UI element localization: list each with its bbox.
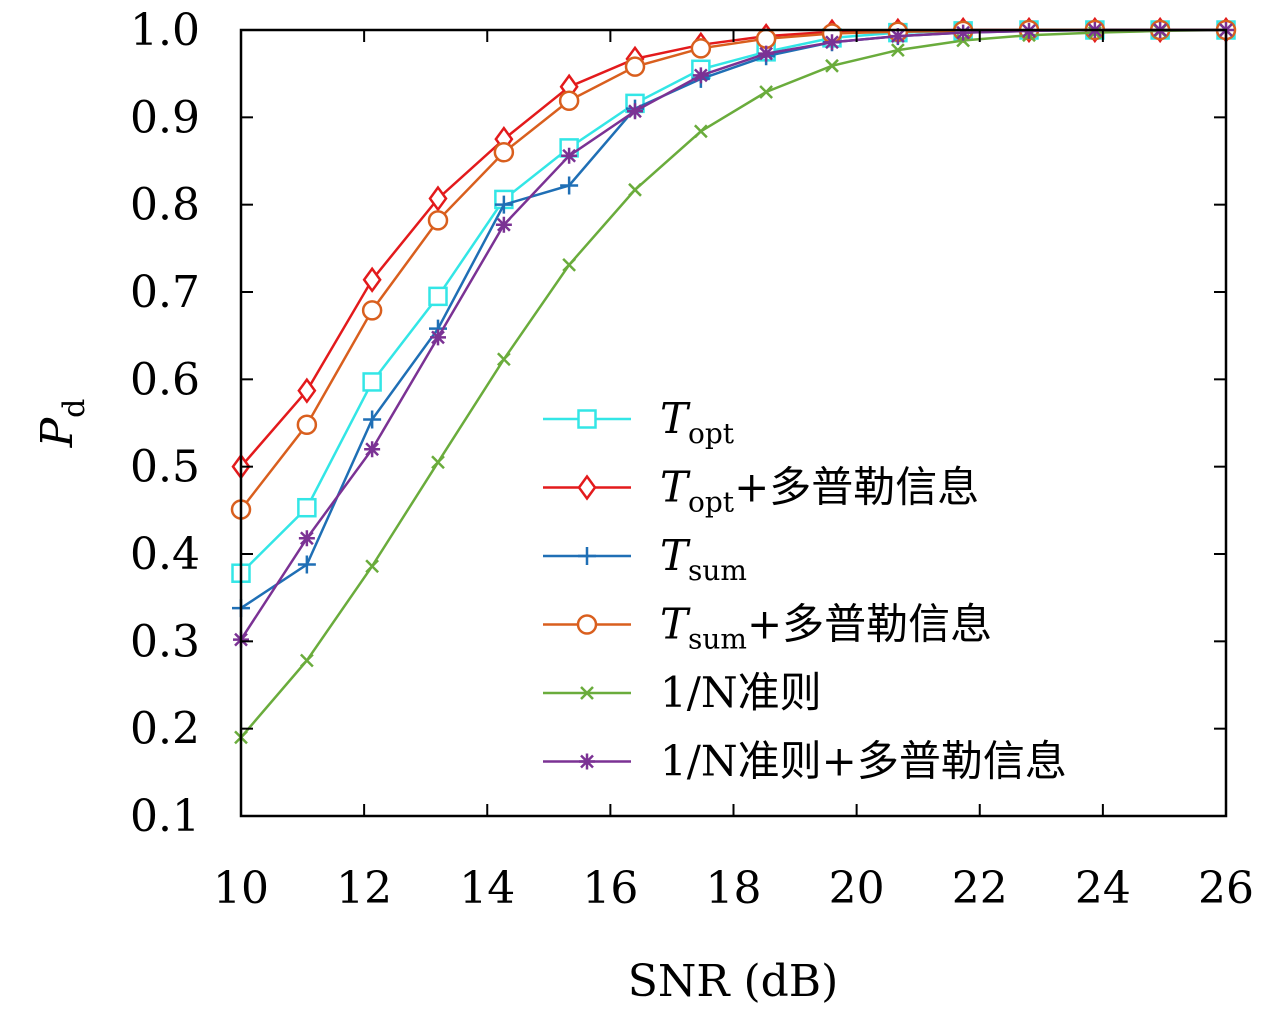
legend-label-main: T <box>660 531 691 580</box>
series-line <box>240 28 1226 468</box>
y-tick-label: 0.1 <box>130 791 200 842</box>
y-axis-title-main: P <box>32 416 83 448</box>
circle-marker <box>624 56 646 77</box>
y-axis-title: Pd <box>32 399 92 449</box>
legend-label-main: T <box>660 463 691 512</box>
diamond-marker <box>428 185 448 212</box>
circle-marker <box>427 210 449 231</box>
circle-marker <box>361 300 383 321</box>
series-line <box>240 28 1227 739</box>
asterisk-marker <box>298 530 315 547</box>
x-tick-label: 10 <box>213 863 269 914</box>
legend-label: 1/N准则 <box>660 668 822 717</box>
series-line <box>239 28 1226 641</box>
legend: ToptTopt+多普勒信息TsumTsum+多普勒信息1/N准则1/N准则+多… <box>543 394 1067 786</box>
legend-label: 1/N准则+多普勒信息 <box>660 737 1067 786</box>
y-tick-label: 0.7 <box>130 267 200 318</box>
diamond-marker <box>577 474 597 501</box>
y-tick-label: 0.5 <box>130 442 200 493</box>
y-tick-label: 0.2 <box>130 704 200 755</box>
legend-label: Topt+多普勒信息 <box>660 463 979 519</box>
legend-entry-4: 1/N准则 <box>543 668 822 717</box>
legend-label-main: T <box>660 600 691 649</box>
asterisk-marker <box>627 103 643 120</box>
square-marker <box>577 409 597 429</box>
x-marker <box>825 58 839 73</box>
plus-marker <box>494 195 513 214</box>
asterisk-marker <box>364 441 381 458</box>
asterisk-marker <box>824 34 840 51</box>
x-marker <box>890 43 905 57</box>
x-tick-label: 26 <box>1198 863 1254 914</box>
plus-marker <box>363 410 382 429</box>
x-marker <box>496 352 511 367</box>
legend-label-suffix: +多普勒信息 <box>734 463 979 512</box>
circle-marker <box>576 614 598 635</box>
plus-marker <box>578 547 596 565</box>
legend-label-sub: sum <box>688 623 747 656</box>
x-tick-label: 12 <box>336 863 392 914</box>
circle-marker <box>493 142 515 163</box>
circle-marker <box>690 38 712 59</box>
diamond-marker <box>297 377 317 404</box>
x-tick-label: 18 <box>706 863 762 914</box>
x-marker <box>562 258 577 272</box>
asterisk-marker <box>495 216 512 233</box>
legend-label-main: T <box>660 394 691 443</box>
asterisk-marker <box>579 753 595 770</box>
legend-entry-0: Topt <box>543 394 735 450</box>
series-1 <box>231 16 1236 480</box>
asterisk-marker <box>692 67 709 84</box>
x-tick-label: 14 <box>459 863 515 914</box>
square-marker <box>297 497 317 518</box>
x-tick-label: 22 <box>952 863 1008 914</box>
legend-label-sub: sum <box>688 554 747 587</box>
y-tick-label: 0.3 <box>130 616 200 667</box>
x-marker <box>431 455 445 470</box>
circle-marker <box>755 28 777 49</box>
square-marker <box>428 286 448 307</box>
asterisk-marker <box>955 24 972 41</box>
x-axis-title: SNR (dB) <box>628 956 839 1007</box>
legend-entry-2: Tsum <box>543 531 747 587</box>
legend-entry-1: Topt+多普勒信息 <box>543 463 979 519</box>
square-marker <box>362 372 382 392</box>
x-marker <box>365 559 380 574</box>
diamond-marker <box>362 266 382 293</box>
legend-label: Tsum+多普勒信息 <box>660 600 992 656</box>
y-tick-label: 1.0 <box>130 5 200 56</box>
legend-label-sub: opt <box>688 417 735 450</box>
asterisk-marker <box>430 329 446 346</box>
x-tick-label: 16 <box>582 863 638 914</box>
asterisk-marker <box>561 147 578 164</box>
y-tick-label: 0.4 <box>130 529 200 580</box>
axes: 10 12 14 16 18 20 22 24 26 0.1 0.2 0.3 0.4 0.5 0.6 0.7 0… <box>130 5 1254 914</box>
asterisk-marker <box>889 28 906 45</box>
legend-label: Topt <box>660 394 735 450</box>
legend-entry-5: 1/N准则+多普勒信息 <box>543 737 1067 786</box>
y-axis-title-sub: d <box>57 399 92 418</box>
x-marker <box>759 85 774 99</box>
circle-marker <box>296 414 318 435</box>
legend-label-sub: opt <box>688 486 735 519</box>
circle-marker <box>558 90 580 111</box>
asterisk-marker <box>758 45 775 62</box>
legend-entry-3: Tsum+多普勒信息 <box>543 600 992 656</box>
x-marker <box>693 124 708 139</box>
x-marker <box>580 686 594 700</box>
y-tick-label: 0.6 <box>130 354 200 405</box>
x-tick-label: 20 <box>829 863 885 914</box>
legend-label: Tsum <box>660 531 747 587</box>
plus-marker <box>560 176 579 195</box>
y-tick-label: 0.8 <box>130 180 200 231</box>
series-line <box>240 28 1226 610</box>
x-marker <box>628 182 642 197</box>
legend-label-suffix: +多普勒信息 <box>747 600 992 649</box>
plus-marker <box>297 555 316 574</box>
y-tick-label: 0.9 <box>130 92 200 143</box>
x-tick-label: 24 <box>1075 863 1131 914</box>
x-marker <box>299 653 314 668</box>
